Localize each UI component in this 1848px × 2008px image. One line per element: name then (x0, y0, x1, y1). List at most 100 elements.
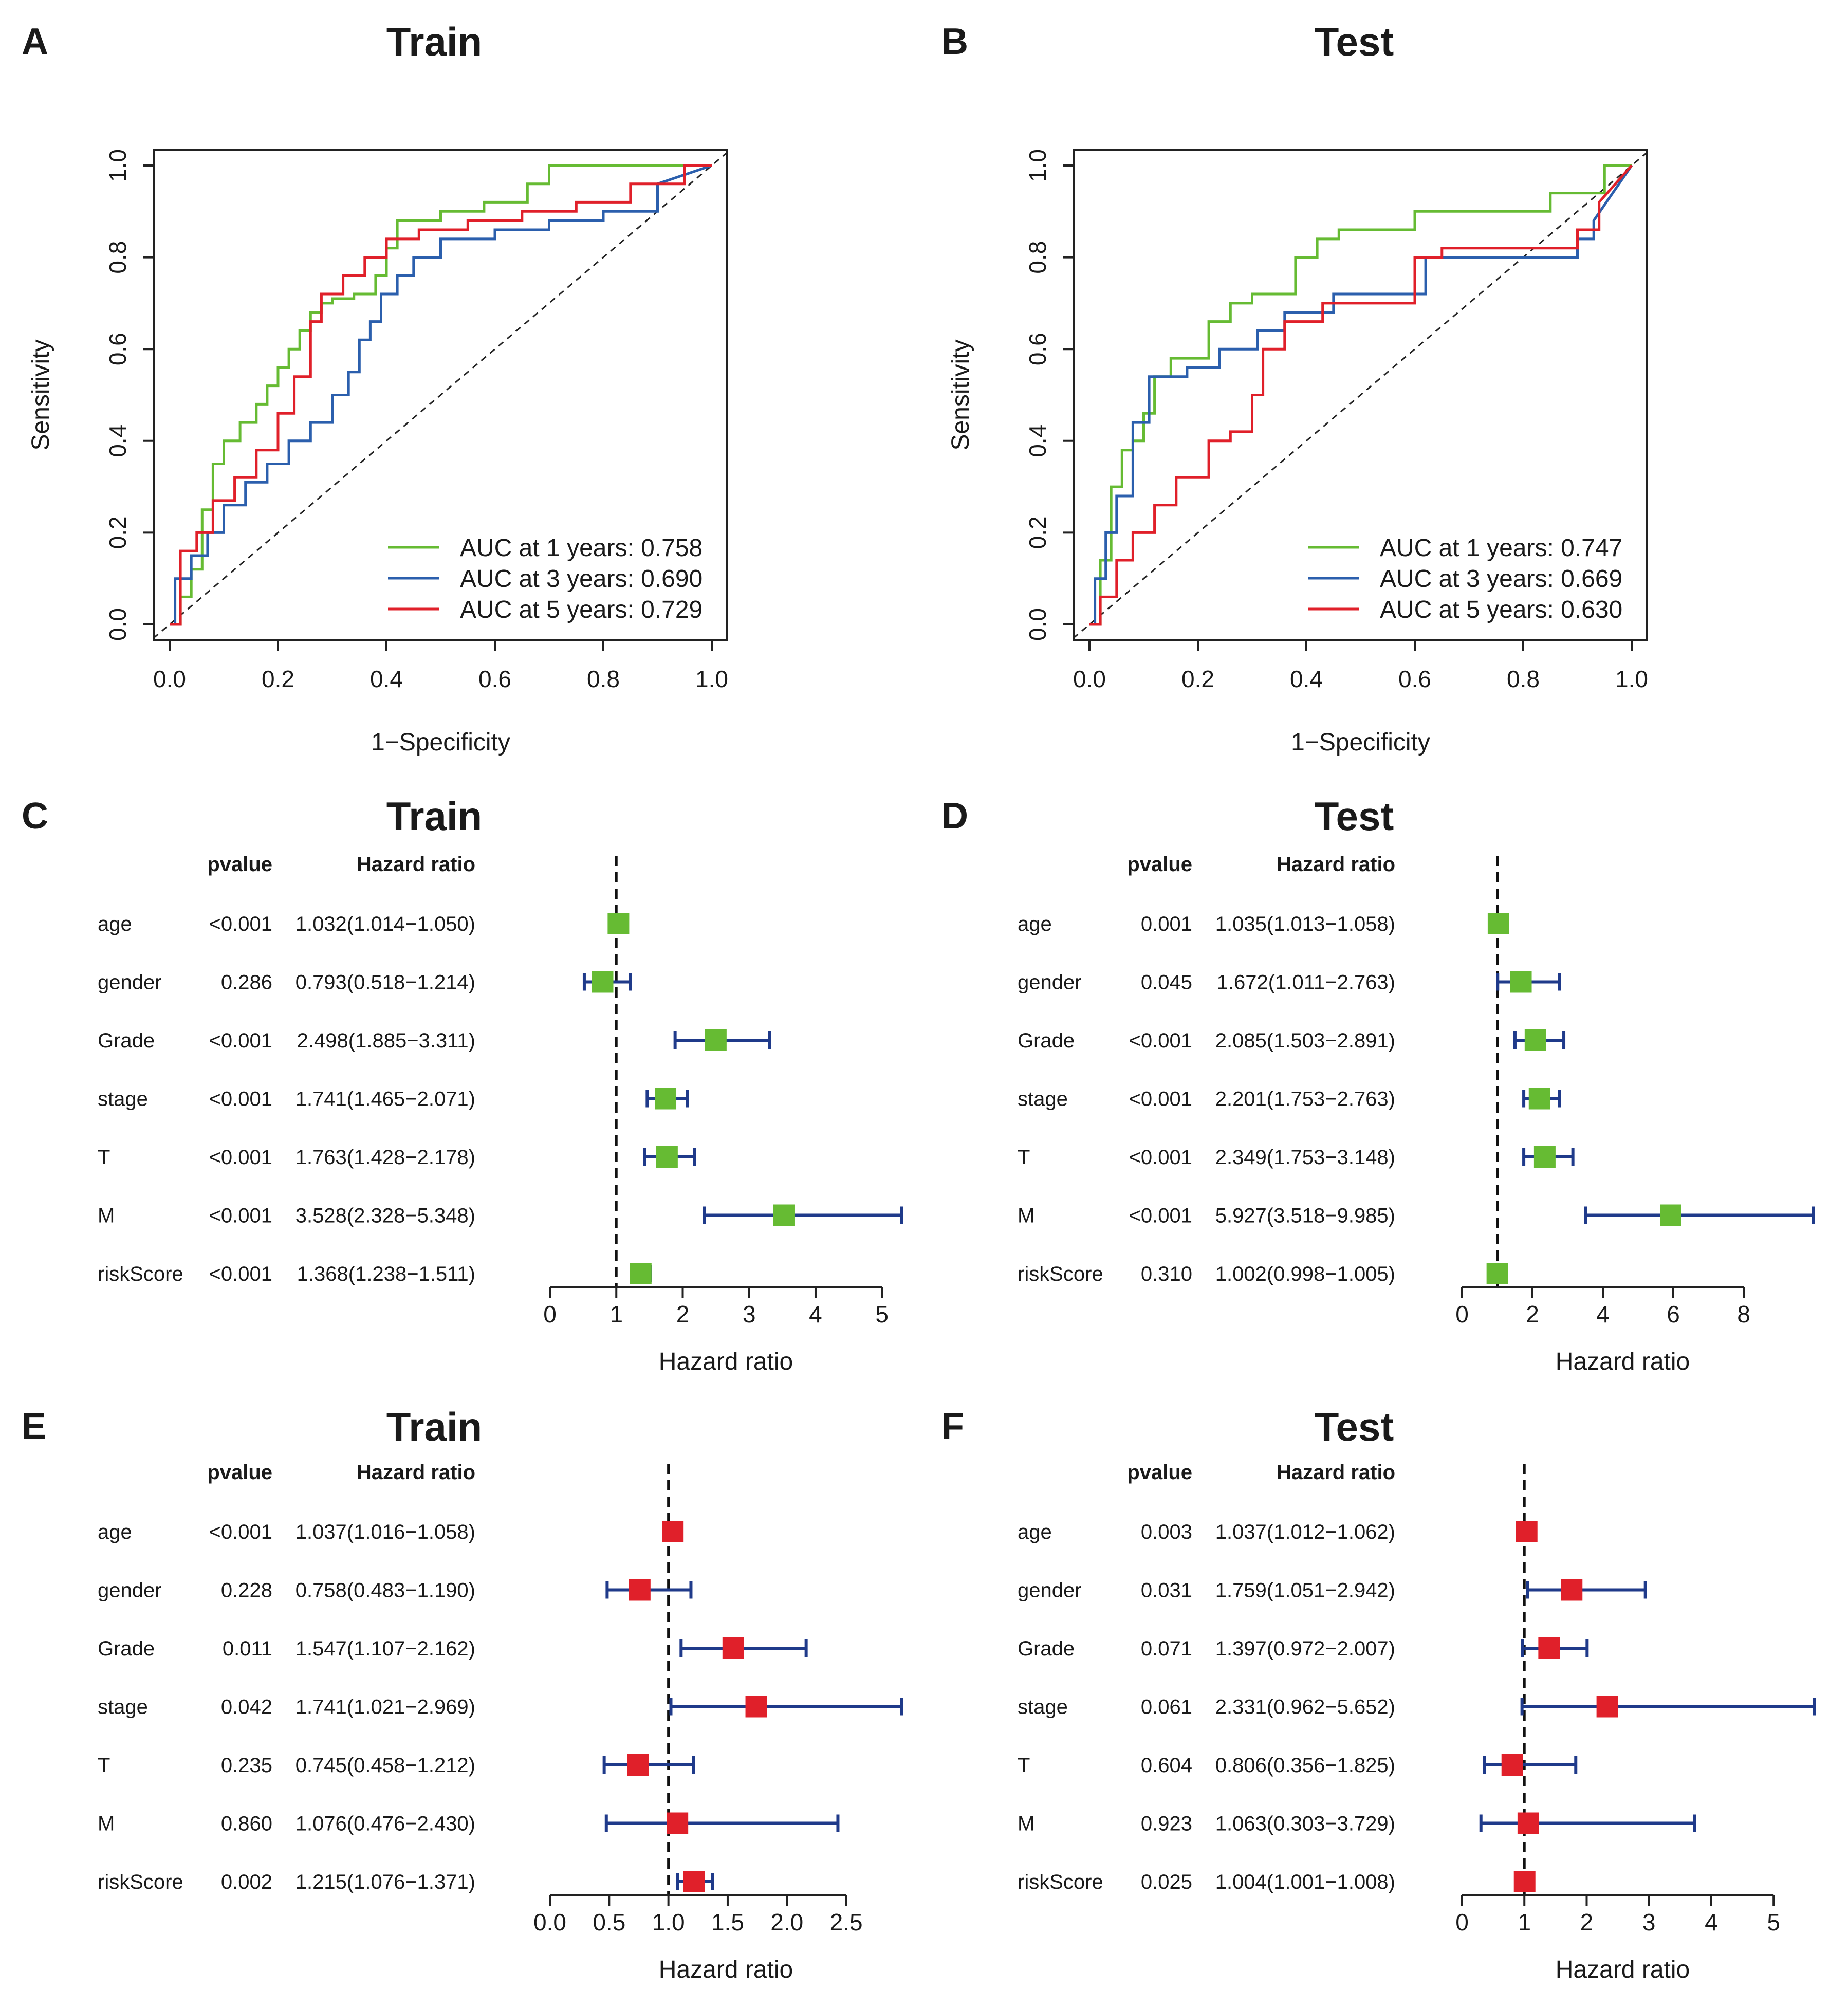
panel-c-plot: pvalue Hazard ratio age <0.001 1.032(1.014−1… (98, 853, 903, 1375)
panel-e-hr-marker (662, 1521, 684, 1542)
panel-c-hr-marker (592, 971, 614, 993)
panel-f-x-tick-label: 2 (1580, 1909, 1594, 1936)
panel-d-hr-marker (1528, 1088, 1550, 1110)
panel-letter-e: E (22, 1406, 46, 1447)
panel-f-row-label: riskScore (1018, 1871, 1103, 1893)
panel-b-diagonal-reference (1073, 151, 1649, 639)
panel-f-hr-marker (1501, 1754, 1523, 1776)
panel-b-legend-label-2: AUC at 3 years: 0.669 (1380, 565, 1622, 593)
panel-e-hr-marker (667, 1812, 689, 1834)
panel-f-row-pvalue: 0.031 (1141, 1579, 1192, 1602)
panel-f-row-pvalue: 0.003 (1141, 1521, 1192, 1543)
panel-f-x-tick-label: 0 (1455, 1909, 1469, 1936)
panel-d-x-tick-label: 4 (1596, 1301, 1610, 1328)
panel-c-title: Train (386, 794, 482, 839)
panel-c-hr-marker (705, 1029, 727, 1051)
panel-b-y-axis-label: Sensitivity (947, 339, 974, 450)
panel-c-forest: C Train pvalue Hazard ratio age <0.001 1.032… (22, 794, 903, 1375)
panel-a-y-tick-label: 0.8 (104, 241, 131, 274)
panel-a-y-tick-label: 0.6 (104, 333, 131, 365)
panel-e-title: Train (386, 1404, 482, 1449)
panel-f-row-hazard-ratio: 2.331(0.962−5.652) (1215, 1696, 1395, 1719)
panel-b-roc-curve-2 (1089, 164, 1633, 626)
panel-c-row-pvalue: 0.286 (221, 971, 272, 994)
panel-e-header-pvalue: pvalue (207, 1461, 272, 1484)
panel-a-roc-curve-3 (170, 164, 712, 626)
panel-b-roc-curve-1 (1089, 164, 1632, 626)
panel-c-row-pvalue: <0.001 (209, 913, 272, 935)
panel-b-x-axis-label: 1−Specificity (1291, 729, 1430, 756)
panel-d-row-hazard-ratio: 1.672(1.011−2.763) (1217, 971, 1395, 994)
panel-e-row-hazard-ratio: 1.741(1.021−2.969) (295, 1696, 475, 1719)
panel-c-x-tick-label: 2 (676, 1301, 690, 1328)
panel-e-x-tick-label: 2.5 (830, 1909, 863, 1936)
panel-c-hr-marker (655, 1088, 677, 1110)
panel-e-x-tick-label: 1.0 (652, 1909, 685, 1936)
panel-c-hr-marker (630, 1263, 652, 1284)
panel-f-row-pvalue: 0.604 (1141, 1754, 1192, 1777)
panel-d-hr-marker (1510, 971, 1532, 993)
panel-letter-b: B (941, 21, 968, 62)
panel-f-x-tick-label: 5 (1767, 1909, 1780, 1936)
panel-c-header-hazard-ratio: Hazard ratio (357, 853, 475, 876)
panel-c-row-label: gender (98, 971, 162, 994)
panel-f-hr-marker (1561, 1579, 1583, 1601)
panel-e-row-label: M (98, 1813, 115, 1835)
panel-e-row-pvalue: 0.042 (221, 1696, 272, 1719)
panel-e-row-hazard-ratio: 1.076(0.476−2.430) (295, 1813, 475, 1835)
panel-b-x-tick-label: 0.4 (1290, 666, 1323, 692)
panel-a-y-tick-label: 0.2 (104, 516, 131, 549)
panel-d-row-label: M (1018, 1205, 1034, 1227)
panel-c-row-label: M (98, 1205, 115, 1227)
panel-f-hr-marker (1516, 1521, 1538, 1542)
panel-f-hr-marker (1596, 1696, 1618, 1718)
panel-c-row-label: Grade (98, 1029, 155, 1052)
panel-d-row-hazard-ratio: 1.002(0.998−1.005) (1215, 1263, 1395, 1285)
panel-b-x-tick-label: 0.6 (1398, 666, 1431, 692)
panel-c-row-hazard-ratio: 1.032(1.014−1.050) (295, 913, 475, 935)
panel-f-row-label: gender (1018, 1579, 1082, 1602)
panel-f-x-axis-label: Hazard ratio (1556, 1956, 1690, 1983)
panel-b-y-tick-label: 1.0 (1024, 149, 1051, 182)
panel-d-x-axis-label: Hazard ratio (1556, 1348, 1690, 1375)
panel-c-row-pvalue: <0.001 (209, 1205, 272, 1227)
panel-c-row-hazard-ratio: 1.368(1.238−1.511) (297, 1263, 475, 1285)
panel-d-row-pvalue: <0.001 (1129, 1146, 1192, 1169)
panel-letter-c: C (22, 796, 48, 837)
panel-f-row-label: stage (1018, 1696, 1068, 1719)
panel-a-roc: A Train 0.0 0.2 0.4 0.6 0.8 1.00.00.20.40.60.… (22, 19, 729, 756)
panel-c-hr-marker (656, 1146, 678, 1168)
panel-a-roc-curve-1 (170, 164, 712, 626)
panel-f-hr-marker (1513, 1871, 1536, 1892)
panel-e-row-pvalue: 0.002 (221, 1871, 272, 1893)
panel-f-x-tick-label: 4 (1705, 1909, 1718, 1936)
panel-f-x-tick-label: 1 (1518, 1909, 1531, 1936)
panel-e-row-pvalue: 0.235 (221, 1754, 272, 1777)
panel-f-row-hazard-ratio: 1.063(0.303−3.729) (1215, 1813, 1395, 1835)
panel-d-row-label: riskScore (1018, 1263, 1103, 1285)
panel-c-x-tick-label: 1 (609, 1301, 623, 1328)
panel-c-row-pvalue: <0.001 (209, 1263, 272, 1285)
panel-d-row-label: age (1018, 913, 1052, 935)
panel-f-header-pvalue: pvalue (1127, 1461, 1192, 1484)
panel-a-legend-label-1: AUC at 1 years: 0.758 (460, 535, 703, 562)
panel-e-row-hazard-ratio: 0.745(0.458−1.212) (295, 1754, 475, 1777)
panel-d-row-pvalue: 0.310 (1141, 1263, 1192, 1285)
panel-d-plot: pvalue Hazard ratio age 0.001 1.035(1.013−1.… (1018, 853, 1815, 1375)
panel-d-x-tick-label: 8 (1737, 1301, 1750, 1328)
panel-a-y-tick-label: 1.0 (104, 149, 131, 182)
panel-d-x-tick-label: 0 (1455, 1301, 1469, 1328)
panel-c-row-pvalue: <0.001 (209, 1146, 272, 1169)
panel-b-x-tick-label: 0.8 (1507, 666, 1540, 692)
panel-f-row-pvalue: 0.061 (1141, 1696, 1192, 1719)
panel-a-x-tick-label: 0.6 (478, 666, 511, 692)
panel-c-row-hazard-ratio: 3.528(2.328−5.348) (295, 1205, 475, 1227)
panel-e-row-label: gender (98, 1579, 162, 1602)
panel-e-row-hazard-ratio: 0.758(0.483−1.190) (295, 1579, 475, 1602)
panel-c-row-pvalue: <0.001 (209, 1029, 272, 1052)
panel-f-forest: F Test pvalue Hazard ratio age 0.003 1.037(1… (941, 1404, 1816, 1983)
panel-d-row-pvalue: <0.001 (1129, 1205, 1192, 1227)
panel-c-hr-marker (773, 1204, 795, 1226)
panel-c-row-hazard-ratio: 1.741(1.465−2.071) (295, 1088, 475, 1111)
